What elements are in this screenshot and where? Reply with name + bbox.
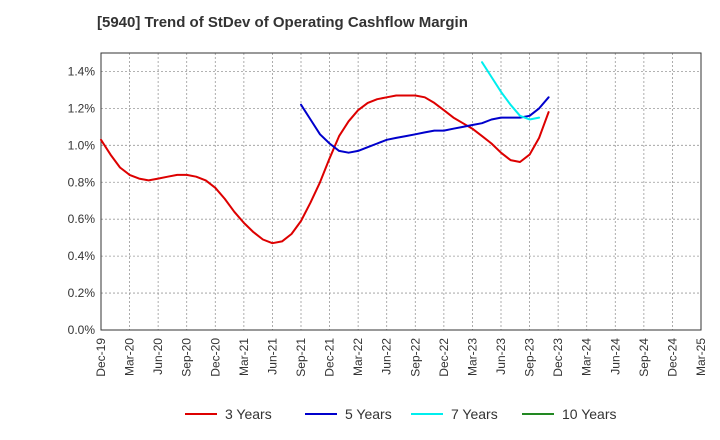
x-tick-label: Sep-20: [180, 338, 194, 377]
x-tick-label: Dec-24: [665, 338, 679, 377]
legend-label: 3 Years: [225, 406, 272, 422]
x-tick-label: Jun-22: [380, 338, 394, 375]
x-tick-label: Mar-22: [351, 338, 365, 376]
x-tick-label: Mar-25: [694, 338, 708, 376]
y-tick-label: 0.4%: [68, 249, 96, 263]
y-tick-label: 1.0%: [68, 138, 96, 152]
x-tick-label: Dec-23: [551, 338, 565, 377]
y-tick-label: 0.8%: [68, 175, 96, 189]
x-tick-label: Jun-23: [494, 338, 508, 375]
x-tick-label: Mar-20: [123, 338, 137, 376]
y-tick-label: 1.2%: [68, 101, 96, 115]
legend: 3 Years 5 Years 7 Years 10 Years: [185, 406, 617, 422]
plot-area: [101, 53, 701, 330]
plot-border: [100, 52, 702, 331]
x-tick-label: Mar-21: [237, 338, 251, 376]
x-tick-label: Sep-23: [523, 338, 537, 377]
x-tick-label: Jun-20: [151, 338, 165, 375]
chart-title: [5940] Trend of StDev of Operating Cashf…: [97, 14, 468, 31]
y-tick-label: 1.4%: [68, 64, 96, 78]
y-tick-label: 0.6%: [68, 212, 96, 226]
x-tick-label: Jun-21: [265, 338, 279, 375]
legend-label: 7 Years: [451, 406, 498, 422]
grid-lines: [101, 53, 701, 330]
legend-label: 10 Years: [562, 406, 617, 422]
x-tick-label: Mar-23: [465, 338, 479, 376]
x-tick-label: Dec-20: [208, 338, 222, 377]
x-tick-label: Sep-22: [408, 338, 422, 377]
legend-label: 5 Years: [345, 406, 392, 422]
series-line: [481, 61, 541, 121]
y-tick-label: 0.2%: [68, 286, 96, 300]
x-tick-label: Sep-21: [294, 338, 308, 377]
series-lines: [100, 61, 550, 245]
axes: 0.0% 0.2% 0.4% 0.6% 0.8% 1.0% 1.2% 1.4% Dec-19 Ma…: [68, 52, 708, 377]
x-tick-label: Dec-22: [437, 338, 451, 377]
y-tick-label: 0.0%: [68, 323, 96, 337]
x-tick-label: Jun-24: [608, 338, 622, 375]
x-tick-label: Sep-24: [637, 338, 651, 377]
x-tick-label: Dec-19: [94, 338, 108, 377]
x-tick-label: Dec-21: [323, 338, 337, 377]
series-line: [100, 94, 550, 245]
series-line: [300, 96, 550, 154]
x-tick-label: Mar-24: [580, 338, 594, 376]
